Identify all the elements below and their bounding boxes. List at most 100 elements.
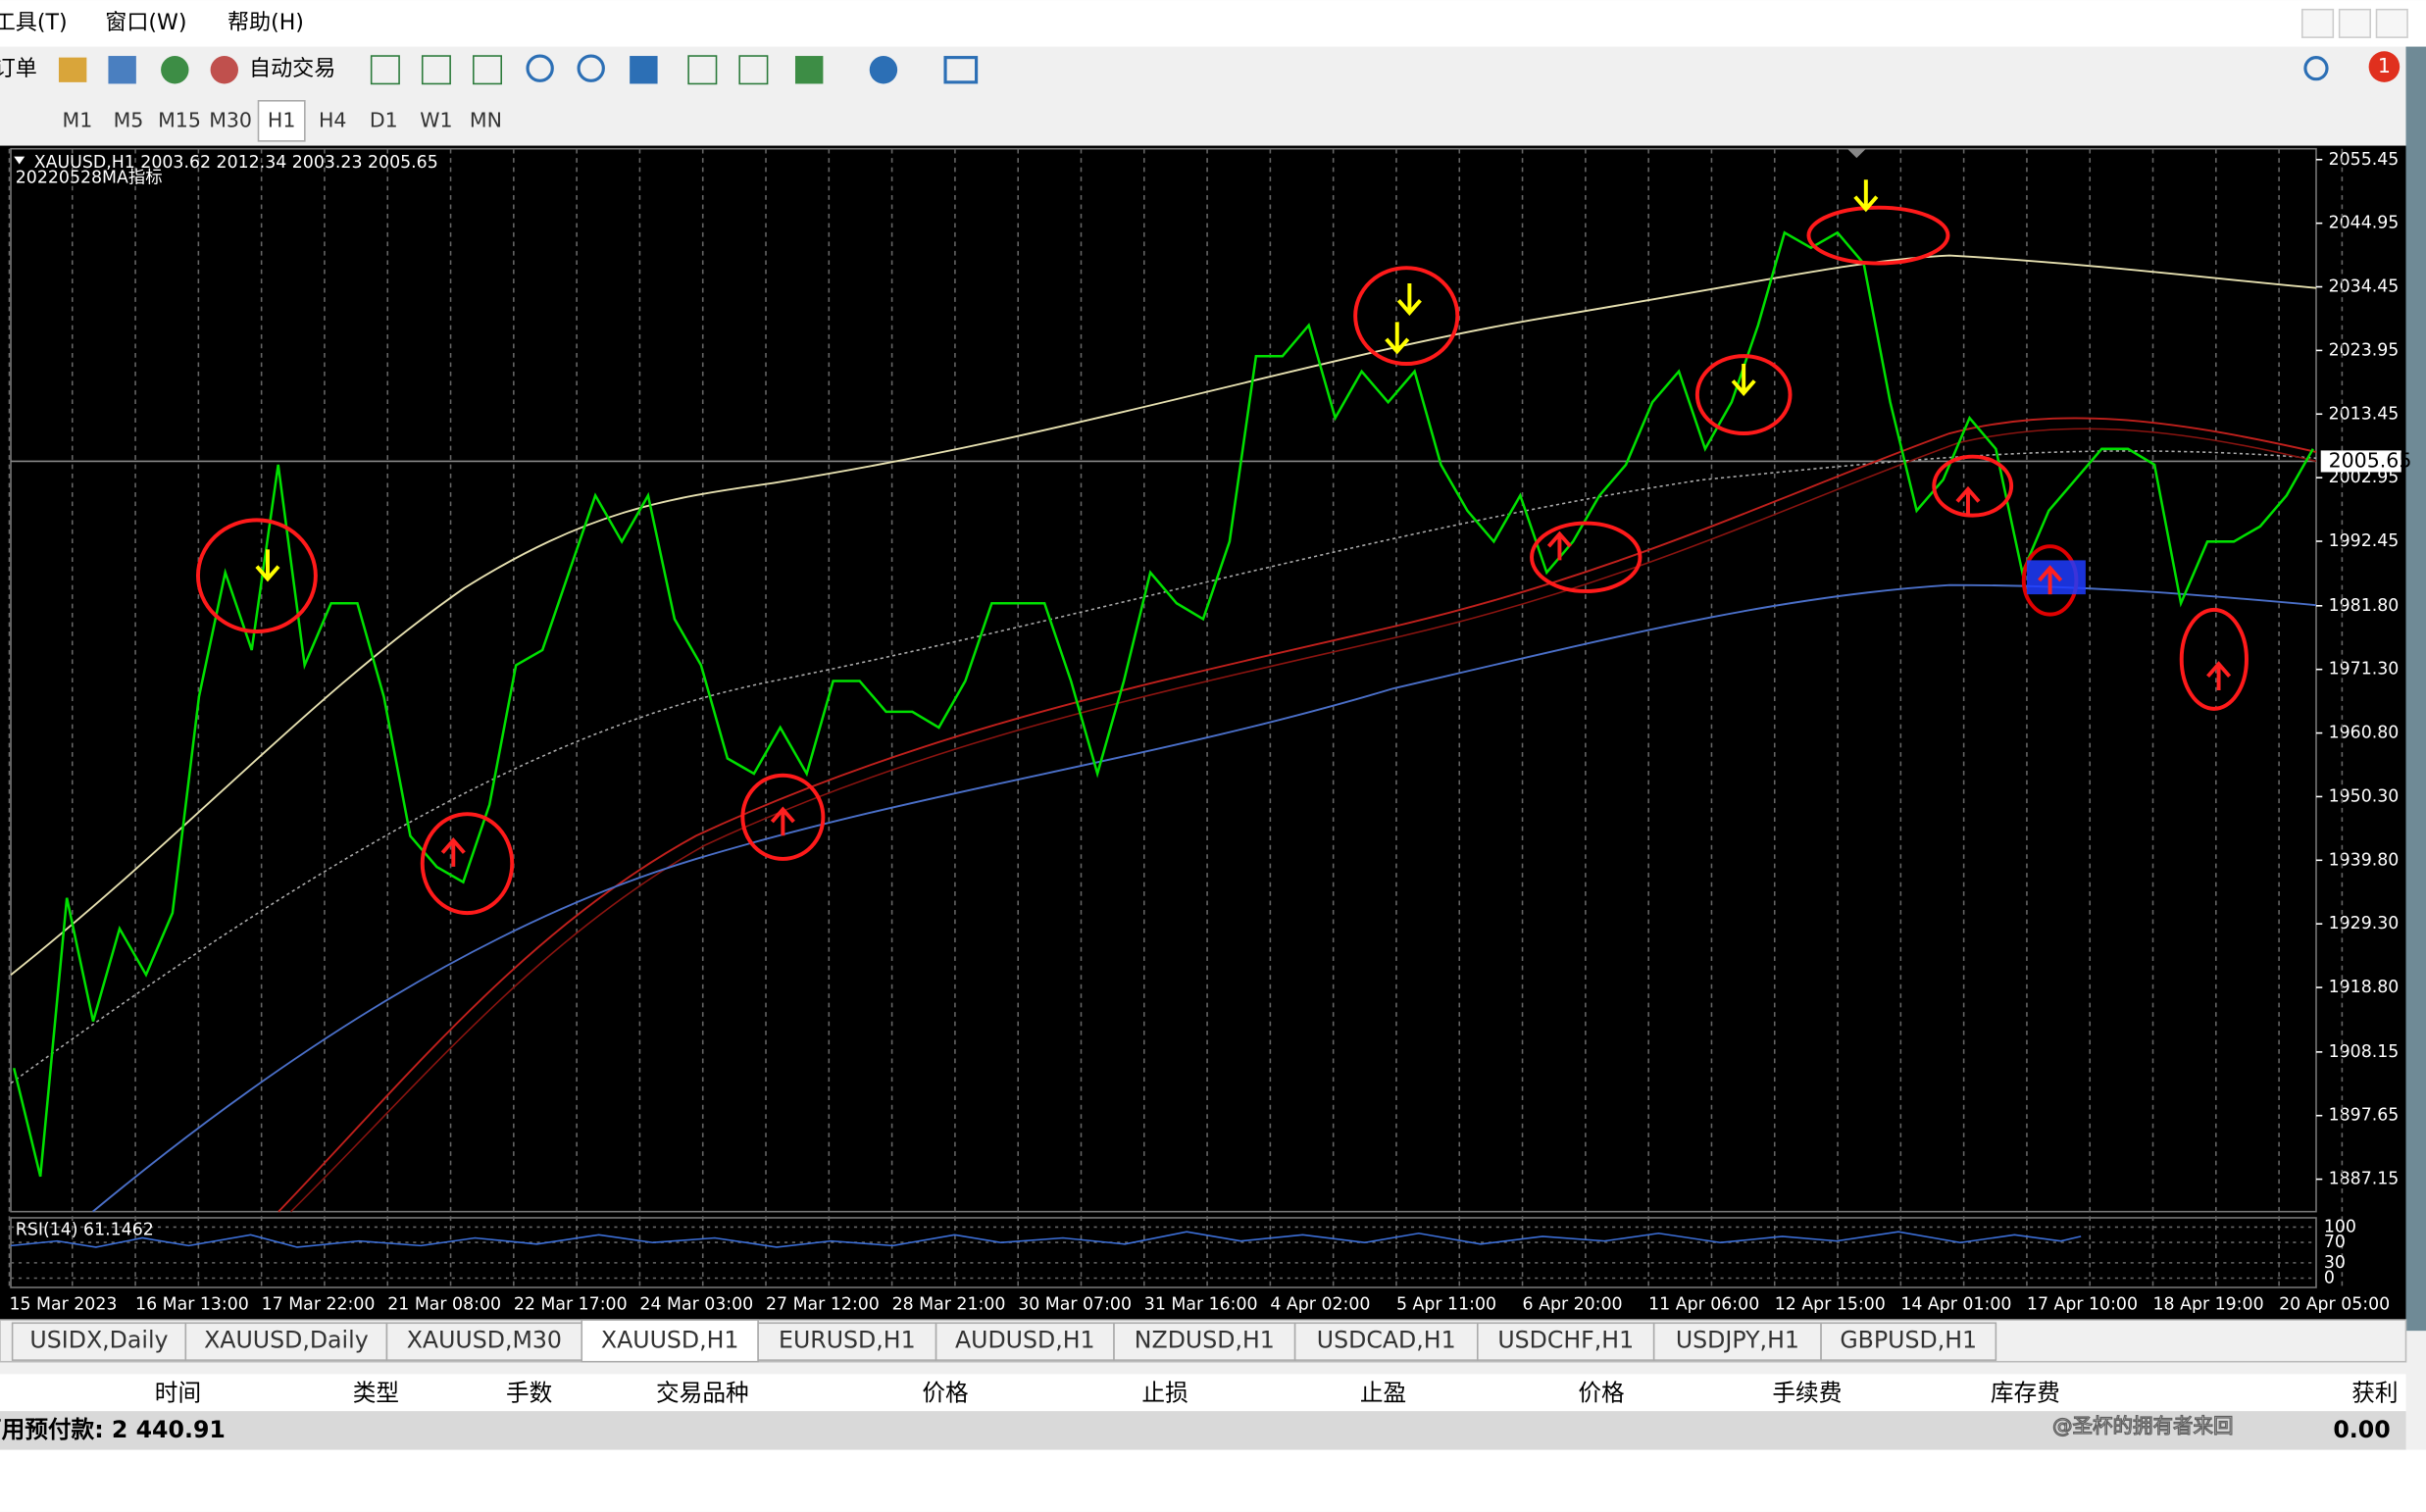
- ma-line: [290, 428, 2317, 1213]
- close[interactable]: [2375, 8, 2408, 38]
- icon[interactable]: [421, 55, 451, 85]
- ma-line: [92, 583, 2317, 1213]
- column-header[interactable]: 止盈: [1360, 1379, 1406, 1406]
- column-header[interactable]: 库存费: [1991, 1379, 2060, 1406]
- column-header[interactable]: 交易品种: [656, 1379, 749, 1406]
- column-header[interactable]: 获利: [2351, 1379, 2398, 1406]
- icon[interactable]: [738, 55, 769, 85]
- y-tick-label: 1908.15: [2329, 1042, 2400, 1062]
- icon[interactable]: [58, 57, 87, 82]
- icon[interactable]: [869, 56, 898, 84]
- icon[interactable]: [794, 56, 824, 84]
- timeframe-button[interactable]: W1: [420, 108, 452, 131]
- status-row: [0, 1411, 2406, 1450]
- x-tick-label: 5 Apr 11:00: [1396, 1294, 1496, 1314]
- column-header: [0, 1374, 2406, 1412]
- tab[interactable]: [1113, 1322, 1296, 1361]
- timeframe-button[interactable]: M5: [114, 108, 144, 131]
- column-header[interactable]: 止损: [1141, 1379, 1188, 1406]
- tab-label: USDCAD,H1: [1317, 1327, 1456, 1354]
- timeframe-button[interactable]: M1: [63, 108, 93, 131]
- tab[interactable]: [385, 1322, 583, 1361]
- ma-line: [278, 417, 2317, 1213]
- toolbar-icons: 1: [58, 51, 2401, 85]
- timeframe-button[interactable]: M30: [209, 108, 252, 131]
- tabs: USIDX,Daily XAUUSD,Daily XAUUSD,M30 XAUUSD,…: [11, 1319, 1997, 1363]
- tab-active[interactable]: [581, 1319, 759, 1363]
- signal-circle: [1530, 521, 1643, 593]
- icon[interactable]: [370, 55, 400, 85]
- x-tick-label: 6 Apr 20:00: [1523, 1294, 1623, 1314]
- timeframe-button[interactable]: MN: [470, 108, 502, 131]
- column-header[interactable]: 手续费: [1772, 1379, 1842, 1406]
- icon[interactable]: [577, 54, 605, 82]
- rsi-tick-label: 100: [2324, 1217, 2356, 1236]
- y-tick-label: 1887.15: [2329, 1170, 2400, 1189]
- timeframe-button[interactable]: M15: [158, 108, 201, 131]
- toolbar: [0, 46, 2406, 97]
- column-header[interactable]: 价格: [1578, 1379, 1625, 1406]
- icon[interactable]: [943, 56, 979, 84]
- minimize[interactable]: [2300, 8, 2335, 38]
- signal-circle: [1353, 266, 1460, 366]
- y-tick-label: 2002.95: [2329, 468, 2400, 487]
- icon[interactable]: [687, 55, 718, 85]
- tab-label: XAUUSD,Daily: [204, 1327, 369, 1354]
- rsi-tick-label: 0: [2324, 1269, 2335, 1288]
- column-header[interactable]: 类型: [353, 1379, 399, 1406]
- rsi-frame: [10, 1217, 2317, 1288]
- icon[interactable]: [526, 54, 554, 82]
- timeframe-button[interactable]: D1: [370, 108, 398, 131]
- x-tick-label: 28 Mar 21:00: [892, 1294, 1006, 1314]
- column-header[interactable]: 手数: [506, 1379, 552, 1406]
- x-tick-label: 14 Apr 01:00: [1900, 1294, 2011, 1314]
- tab[interactable]: [11, 1322, 187, 1361]
- tab-label: USIDX,Daily: [29, 1327, 168, 1354]
- tab[interactable]: [184, 1322, 388, 1361]
- x-tick-label: 22 Mar 17:00: [514, 1294, 628, 1314]
- tab[interactable]: [757, 1322, 937, 1361]
- signal-circle: [2179, 607, 2249, 711]
- menu-item[interactable]: 帮助(H): [227, 11, 304, 35]
- toolbar-button[interactable]: 订单: [0, 57, 37, 81]
- search-icon[interactable]: [2303, 56, 2329, 81]
- timeframe-button[interactable]: H4: [319, 108, 346, 131]
- toolbar-button[interactable]: 自动交易: [249, 57, 335, 81]
- moving-averages: [10, 254, 2317, 1213]
- restore[interactable]: [2338, 8, 2371, 38]
- buy-arrow: [440, 836, 466, 867]
- menu-item[interactable]: 工具(T): [0, 11, 68, 35]
- x-tick-label: 18 Apr 19:00: [2153, 1294, 2264, 1314]
- y-tick-label: 1950.30: [2329, 786, 2400, 806]
- signal-circle: [1694, 354, 1793, 435]
- icon[interactable]: [161, 56, 189, 84]
- profit-total: 0.00: [2333, 1416, 2390, 1443]
- collapse-marker: [14, 156, 25, 165]
- menu-item[interactable]: 窗口(W): [105, 11, 186, 35]
- tab[interactable]: [935, 1322, 1115, 1361]
- icon[interactable]: [210, 56, 238, 84]
- timeframe-button[interactable]: H1: [268, 108, 295, 131]
- x-tick-label: 15 Mar 2023: [9, 1294, 117, 1314]
- rsi-label: RSI(14) 61.1462: [16, 1221, 154, 1240]
- sell-arrows: [255, 179, 1879, 582]
- y-tick-label: 2023.95: [2329, 340, 2400, 360]
- plot-frame: [10, 147, 2317, 1213]
- tab-label: AUDUSD,H1: [955, 1327, 1095, 1354]
- tab[interactable]: [1820, 1322, 1997, 1361]
- tab[interactable]: [1293, 1322, 1479, 1361]
- notification-count: 1: [2378, 54, 2391, 77]
- current-price-box: [2320, 450, 2401, 473]
- x-tick-label: 30 Mar 07:00: [1018, 1294, 1132, 1314]
- column-header[interactable]: 时间: [155, 1379, 201, 1406]
- notification-badge[interactable]: [2368, 51, 2401, 82]
- buy-arrow: [1955, 485, 1981, 516]
- column-header[interactable]: 价格: [922, 1379, 969, 1406]
- icon[interactable]: [473, 55, 502, 85]
- price-line: [12, 230, 2314, 1178]
- icon[interactable]: [630, 56, 658, 84]
- tab[interactable]: [1477, 1322, 1655, 1361]
- icon[interactable]: [108, 56, 136, 84]
- tab[interactable]: [1652, 1322, 1822, 1361]
- rsi-tick-label: 30: [2324, 1253, 2346, 1273]
